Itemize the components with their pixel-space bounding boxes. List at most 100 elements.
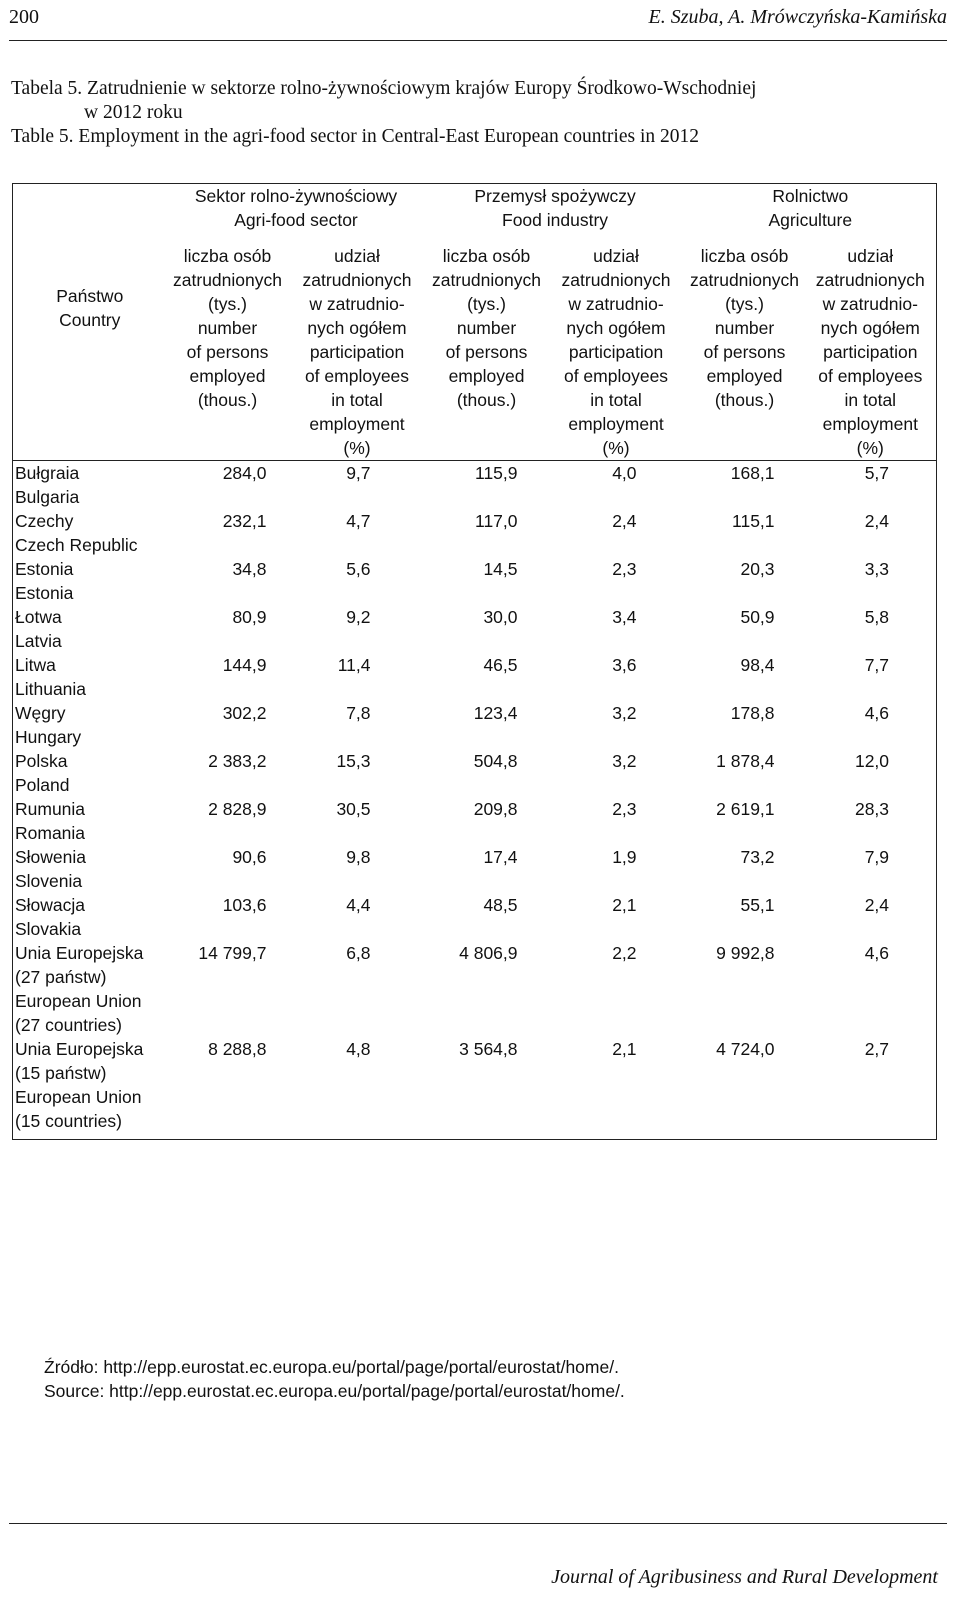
cell-agrifood-share: 4,4 [346,895,371,915]
subheader-line: zatrudnionych [432,270,541,290]
cell-agri-share: 2,7 [804,1037,938,1140]
subheader-count: liczba osób zatrudnionych (tys.) number of p… [685,244,805,461]
country-header-pl: Państwo [56,286,124,306]
subheader-line: (%) [856,438,884,458]
cell-agri-share: 7,9 [804,845,938,893]
subheader-line: nych ogółem [820,318,920,338]
subheader-line: of persons [703,342,786,362]
cell-agrifood-share: 4,8 [288,1037,426,1140]
cell-food-count: 30,0 [483,607,518,627]
table-row: Estonia Estonia 34,8 5,6 14,5 2,3 20,3 3,3 [12,557,938,605]
table-caption: Tabela 5. Zatrudnienie w sektorze rolno-… [11,77,941,149]
country-name: Unia Europejska (27 państw) European Union… [12,941,167,1037]
caption-en: Table 5. Employment in the agri-food sec… [11,126,699,147]
cell-food-count: 504,8 [473,751,518,771]
country-name-line: Węgry [15,703,66,723]
country-name: Polska Poland [12,749,167,797]
subheader-line: zatrudnionych [561,270,671,290]
country-name-line: Słowenia [15,847,87,867]
cell-food-share: 2,1 [612,895,637,915]
country-name: Słowenia Slovenia [12,845,167,893]
cell-agrifood-share: 9,2 [346,607,371,627]
group-pl: Przemysł spożywczy [474,186,636,206]
subheader-line: liczba osób [183,246,272,266]
cell-agrifood-count: 144,9 [222,655,267,675]
subheader-line: participation [823,342,918,362]
subheader-line: (%) [343,438,371,458]
country-name: Unia Europejska (15 państw) European Union… [12,1037,167,1140]
group-pl: Rolnictwo [772,186,849,206]
subheader-line: in total [331,390,383,410]
subheader-line: number [456,318,517,338]
cell-food-count: 115,9 [425,460,548,509]
country-name-line: Estonia [15,559,74,579]
cell-agri-share: 5,7 [804,460,938,509]
running-header: 200 E. Szuba, A. Mrówczyńska-Kamińska [9,6,947,34]
country-name: Słowacja Slovakia [12,893,167,941]
country-name-line: Estonia [15,583,74,603]
table-row: Litwa Lithuania 144,9 11,4 46,5 3,6 98,4 7,7 [12,653,938,701]
cell-agrifood-count: 8 288,8 [166,1037,289,1140]
table-row: Łotwa Latvia 80,9 9,2 30,0 3,4 50,9 5,8 [12,605,938,653]
country-name-line: Bulgaria [15,487,80,507]
country-name-line: Rumunia [15,799,86,819]
group-header-food-industry: Przemysł spożywczy Food industry [425,183,685,244]
country-name-line: Czech Republic [15,535,138,555]
country-name-line: Romania [15,823,86,843]
cell-agri-count: 9 992,8 [716,943,775,963]
table-row: Unia Europejska (15 państw) European Union… [12,1037,938,1140]
subheader-count: liczba osób zatrudnionych (tys.) number of p… [426,244,548,461]
country-name-line: Hungary [15,727,82,747]
cell-agrifood-count: 103,6 [222,895,267,915]
sub-header-row: Państwo Country liczba osób zatrudnionych… [12,244,938,461]
table-row: Czechy Czech Republic 232,1 4,7 117,0 2,4 115,… [12,509,938,557]
cell-agri-share: 7,7 [804,653,938,701]
cell-agri-count: 115,1 [732,511,775,531]
subheader-line: of employees [818,366,923,386]
country-name: Węgry Hungary [12,701,167,749]
cell-agrifood-count: 302,2 [222,703,267,723]
subheader-share: udział zatrudnionych w zatrudnio-nych ogół… [548,244,685,461]
country-name: Estonia Estonia [12,557,167,605]
country-name-line: Polska [15,751,68,771]
journal-footer: Journal of Agribusiness and Rural Develo… [551,1566,938,1588]
country-name-line: European Union [15,991,142,1011]
subheader-line: liczba osób [442,246,531,266]
subheader-share: udział zatrudnionych w zatrudnio-nych ogół… [804,244,938,461]
cell-agrifood-share: 7,8 [346,703,371,723]
caption-pl-line2: w 2012 roku [84,102,183,123]
cell-food-count: 3 564,8 [425,1037,548,1140]
subheader-line: (%) [602,438,630,458]
subheader-line: liczba osób [700,246,789,266]
source-pl: Źródło: http://epp.eurostat.ec.europa.eu… [44,1357,619,1377]
cell-agrifood-share: 4,7 [346,511,371,531]
country-name-line: Unia Europejska [15,1039,144,1059]
country-name-line: Litwa [15,655,56,675]
table-row: Polska Poland 2 383,2 15,3 504,8 3,2 1 878,4 12… [12,749,938,797]
country-name: Rumunia Romania [12,797,167,845]
subheader-line: number [197,318,258,338]
subheader-line: participation [309,342,405,362]
table-row: Węgry Hungary 302,2 7,8 123,4 3,2 178,8 4,6 [12,701,938,749]
cell-food-share: 3,2 [612,751,637,771]
cell-agrifood-count: 284,0 [166,460,289,509]
country-name-line: (27 countries) [15,1015,122,1035]
cell-food-share: 3,2 [612,703,637,723]
cell-agri-count: 98,4 [740,655,775,675]
table-row: Unia Europejska (27 państw) European Union… [12,941,938,1037]
subheader-line: employment [568,414,664,434]
cell-food-share: 2,3 [612,799,637,819]
country-name-line: Slovakia [15,919,82,939]
source-note: Źródło: http://epp.eurostat.ec.europa.eu… [44,1355,625,1403]
cell-agri-share: 2,4 [804,509,938,557]
caption-pl-line1: Tabela 5. Zatrudnienie w sektorze rolno-… [11,78,757,99]
subheader-line: of persons [186,342,269,362]
subheader-share: udział zatrudnionych w zatrudnio-nych ogół… [289,244,426,461]
country-name-line: (27 państw) [15,967,107,987]
cell-food-share: 2,2 [612,943,637,963]
subheader-count: liczba osób zatrudnionych (tys.) number of p… [167,244,289,461]
cell-food-share: 3,4 [612,607,637,627]
cell-food-share: 2,4 [612,511,637,531]
subheader-line: w zatrudnio- [568,294,664,314]
cell-agrifood-count: 2 383,2 [208,751,267,771]
